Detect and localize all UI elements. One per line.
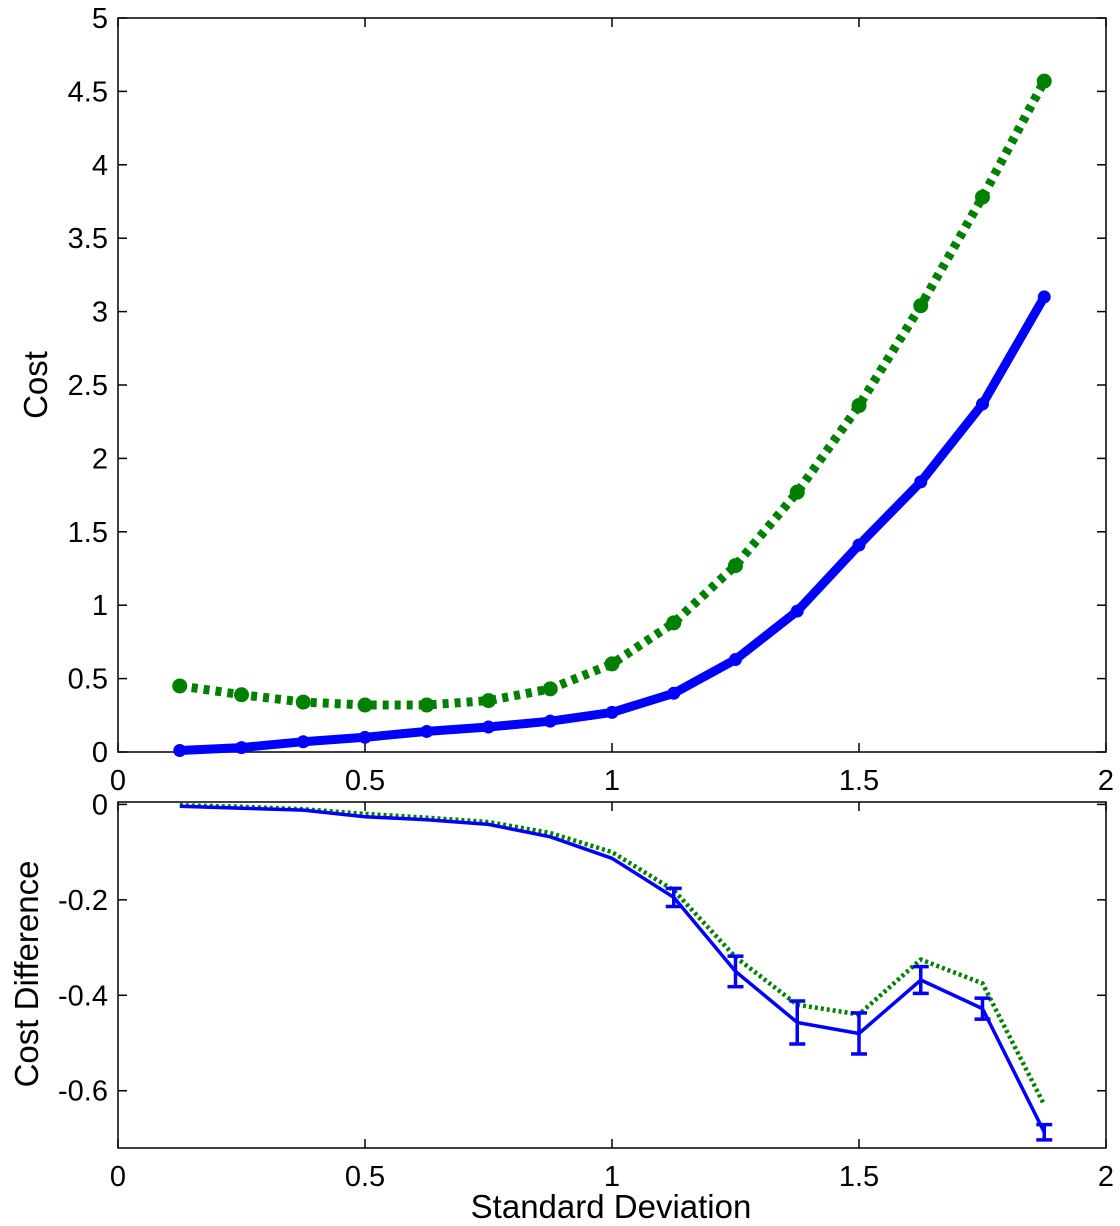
bottom-y-axis: 0 -0.2 -0.4 -0.6 (58, 789, 1106, 1108)
top-data-point-green (1036, 73, 1052, 89)
bottom-series-line-blue-solid (179, 804, 1046, 1134)
bottom-x-axis-label: Standard Deviation (471, 1188, 752, 1225)
bottom-series-group (179, 803, 1053, 1142)
top-x-tick-label: 2 (1098, 765, 1114, 797)
top-plot-frame (117, 17, 1107, 753)
bottom-plot-frame (117, 801, 1107, 1149)
top-data-point-green (295, 694, 311, 710)
top-data-point-blue (543, 714, 557, 728)
top-data-point-blue (914, 475, 928, 489)
top-x-tick-label: 1.5 (839, 765, 879, 797)
error-bar (727, 954, 744, 989)
bottom-y-tick-label: -0.2 (58, 885, 108, 917)
bottom-x-axis: 0 0.5 1 1.5 2 (110, 802, 1114, 1193)
top-x-axis: 0 0.5 1 1.5 2 (110, 18, 1114, 797)
top-data-point-blue (852, 538, 866, 552)
top-data-point-blue (173, 744, 187, 758)
bottom-x-tick-label: 1 (604, 1161, 620, 1193)
top-y-tick-label: 0.5 (68, 664, 108, 696)
top-data-point-green (728, 558, 743, 574)
bottom-x-tick-label: 0.5 (345, 1161, 385, 1193)
top-y-tick-label: 4.5 (68, 76, 108, 108)
top-panel: 0 0.5 1 1.5 2 2.5 3 3.5 4 4.5 5 0 0.5 1 1.5 2 Cost (17, 3, 1114, 797)
top-data-point-green (913, 298, 929, 314)
top-y-tick-label: 3 (92, 297, 108, 329)
top-data-point-blue (729, 653, 742, 667)
top-data-point-blue (420, 724, 434, 738)
top-y-tick-label: 2 (92, 443, 108, 475)
top-data-point-blue (1037, 290, 1051, 304)
top-y-axis: 0 0.5 1 1.5 2 2.5 3 3.5 4 4.5 5 (68, 3, 1106, 769)
error-bar (851, 1011, 867, 1056)
error-bar (912, 964, 929, 996)
top-y-tick-label: 4 (92, 150, 108, 182)
error-bar (665, 886, 682, 909)
error-bar (789, 999, 806, 1046)
top-y-tick-label: 1 (92, 590, 108, 622)
top-data-point-green (357, 697, 373, 713)
top-data-point-blue (605, 705, 619, 719)
top-data-point-green (481, 693, 496, 709)
top-data-point-blue (235, 741, 248, 755)
top-series-group (172, 73, 1052, 758)
top-data-point-green (789, 484, 805, 500)
top-y-tick-label: 5 (92, 3, 108, 35)
top-data-point-blue (667, 686, 681, 700)
top-data-point-green (851, 398, 867, 414)
bottom-x-tick-label: 1.5 (839, 1161, 879, 1193)
bottom-x-tick-label: 2 (1098, 1161, 1114, 1193)
top-data-point-blue (358, 730, 372, 744)
top-data-point-blue (296, 735, 310, 749)
bottom-y-tick-label: 0 (92, 789, 108, 821)
top-x-tick-label: 0 (110, 765, 126, 797)
top-data-point-blue (482, 720, 495, 734)
bottom-x-tick-label: 0 (110, 1161, 126, 1193)
top-x-tick-label: 1 (604, 765, 620, 797)
top-y-tick-label: 0 (92, 737, 108, 769)
top-data-point-green (604, 656, 620, 672)
bottom-y-axis-label: Cost Difference (8, 861, 45, 1088)
top-data-point-green (172, 678, 188, 694)
top-y-axis-label: Cost (17, 351, 54, 419)
bottom-panel: 0-0.2-0.4-0.6 0 0.5 1 1.5 2 Cost Difference … (8, 789, 1114, 1225)
error-bar (974, 996, 991, 1021)
top-series-line-green-dotted (179, 78, 1049, 710)
top-y-tick-label: 1.5 (68, 517, 108, 549)
top-x-tick-label: 0.5 (345, 765, 385, 797)
top-data-point-blue (976, 397, 989, 411)
top-data-point-green (975, 189, 990, 205)
top-data-point-green (419, 697, 435, 713)
error-bar (1036, 1122, 1053, 1142)
top-data-point-blue (790, 604, 804, 618)
bottom-y-tick-label: -0.4 (58, 980, 108, 1012)
top-data-point-green (666, 615, 682, 631)
top-data-point-green (234, 687, 249, 703)
top-data-point-green (542, 681, 558, 697)
top-y-tick-label: 2.5 (68, 370, 108, 402)
bottom-y-tick-label: -0.6 (58, 1076, 108, 1108)
top-y-tick-label: 3.5 (68, 223, 108, 255)
